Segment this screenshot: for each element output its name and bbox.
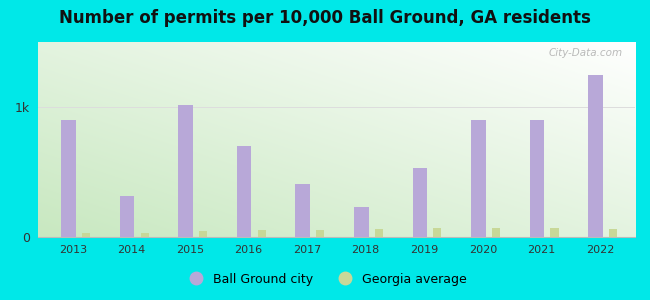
Text: Number of permits per 10,000 Ball Ground, GA residents: Number of permits per 10,000 Ball Ground… — [59, 9, 591, 27]
Bar — [178, 104, 193, 237]
Bar — [551, 228, 558, 237]
Legend: Ball Ground city, Georgia average: Ball Ground city, Georgia average — [178, 268, 472, 291]
Bar — [140, 233, 149, 237]
Bar — [588, 75, 603, 237]
Bar — [413, 168, 427, 237]
Bar — [237, 146, 252, 237]
Bar — [434, 228, 441, 237]
Text: City-Data.com: City-Data.com — [549, 48, 623, 58]
Bar — [530, 120, 544, 237]
Bar — [82, 233, 90, 237]
Bar — [492, 228, 500, 237]
Bar — [375, 229, 383, 237]
Bar — [471, 120, 486, 237]
Bar — [354, 207, 369, 237]
Bar — [295, 184, 310, 237]
Bar — [120, 196, 135, 237]
Bar — [317, 230, 324, 237]
Bar — [257, 230, 266, 237]
Bar — [61, 120, 76, 237]
Bar — [199, 231, 207, 237]
Bar — [609, 229, 617, 237]
